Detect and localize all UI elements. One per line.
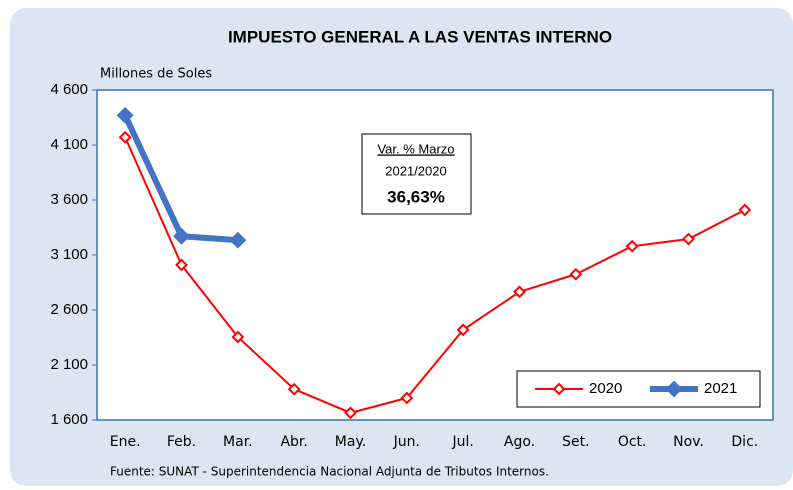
x-tick-label: Ago. — [504, 434, 535, 450]
annotation-value: 36,63% — [387, 187, 445, 206]
point-marker — [118, 130, 132, 144]
chart-title: IMPUESTO GENERAL A LAS VENTAS INTERNO — [228, 27, 612, 46]
x-tick-label: Oct. — [618, 434, 647, 450]
point-marker — [229, 231, 247, 249]
x-tick-label: Dic. — [731, 434, 758, 450]
annotation-box — [361, 133, 472, 215]
y-tick-label: 1 600 — [50, 411, 88, 428]
point-marker — [456, 323, 470, 337]
point-marker — [287, 382, 301, 396]
point-marker — [569, 267, 583, 281]
annotation-title: Var. % Marzo — [377, 141, 454, 156]
point-marker — [116, 106, 134, 124]
series-line — [124, 136, 746, 414]
y-tick-label: 3 100 — [50, 246, 88, 263]
legend-label: 2021 — [704, 380, 737, 397]
y-tick-label: 3 600 — [50, 191, 88, 208]
point-marker — [625, 239, 639, 253]
y-tick-label: 2 600 — [50, 301, 88, 318]
x-tick-label: Abr. — [280, 434, 307, 450]
legend-label: 2020 — [589, 380, 622, 397]
point-marker — [231, 330, 245, 344]
source: Fuente: SUNAT - Superintendencia Naciona… — [110, 465, 549, 479]
x-tick-label: Feb. — [167, 434, 196, 450]
x-tick-label: Set. — [562, 434, 589, 450]
point-marker — [173, 227, 190, 245]
x-tick-label: Jul. — [451, 434, 473, 450]
annotation-subtitle: 2021/2020 — [385, 163, 446, 178]
x-tick-label: Ene. — [110, 434, 141, 450]
point-marker — [682, 232, 695, 246]
x-tick-label: Nov. — [673, 434, 704, 450]
point-marker — [738, 203, 752, 217]
point-marker — [175, 258, 188, 272]
y-tick-label: 4 100 — [50, 136, 88, 153]
x-tick-label: Jun. — [393, 434, 420, 450]
point-marker — [344, 406, 357, 420]
legend-marker — [665, 380, 683, 398]
point-marker — [400, 391, 414, 405]
y-axis-label: Millones de Soles — [100, 67, 212, 82]
legend-marker — [552, 382, 566, 396]
x-tick-label: May. — [335, 434, 366, 450]
legend — [516, 370, 761, 408]
point-marker — [513, 285, 526, 299]
y-tick-label: 4 600 — [50, 81, 88, 98]
y-tick-label: 2 100 — [50, 356, 88, 373]
x-tick-label: Mar. — [223, 434, 253, 450]
